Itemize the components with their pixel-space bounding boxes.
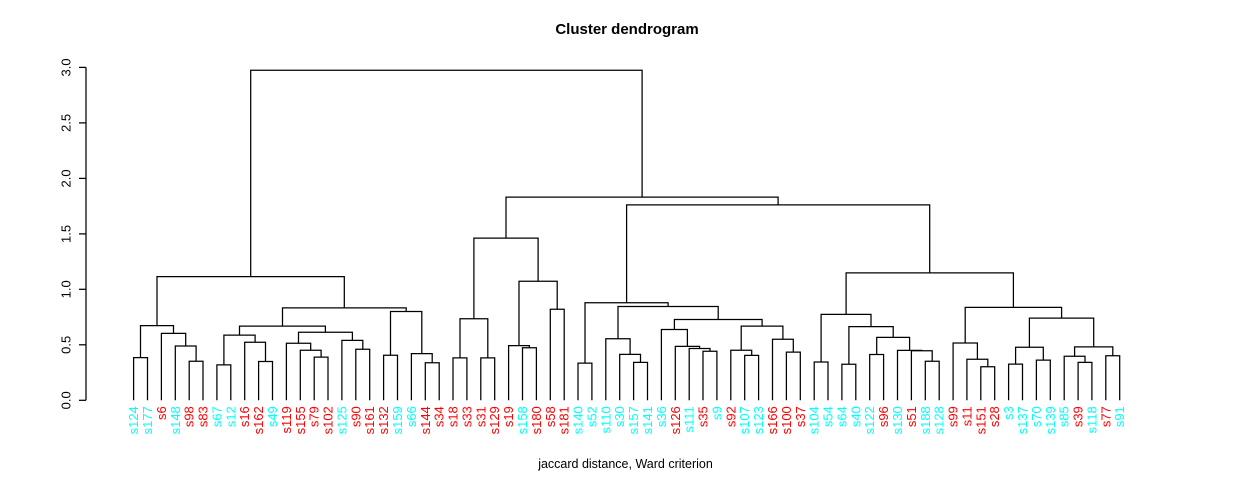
svg-text:s85: s85 (1057, 406, 1072, 427)
svg-text:s110: s110 (598, 406, 613, 433)
svg-text:s35: s35 (696, 406, 711, 427)
svg-text:s6: s6 (154, 406, 169, 420)
svg-text:s40: s40 (848, 406, 863, 427)
svg-text:s16: s16 (237, 406, 252, 427)
svg-text:s54: s54 (821, 406, 836, 427)
svg-text:s132: s132 (376, 406, 391, 434)
svg-text:s91: s91 (1112, 406, 1127, 427)
svg-text:s49: s49 (265, 406, 280, 427)
svg-text:s30: s30 (612, 406, 627, 427)
svg-text:s151: s151 (973, 406, 988, 434)
svg-text:s58: s58 (543, 406, 558, 427)
svg-text:s98: s98 (182, 406, 197, 427)
svg-text:s107: s107 (737, 406, 752, 434)
svg-text:0.0: 0.0 (59, 391, 74, 409)
svg-text:s37: s37 (793, 406, 808, 427)
svg-text:s19: s19 (501, 406, 516, 427)
svg-text:jaccard distance, Ward criteri: jaccard distance, Ward criterion (537, 457, 713, 471)
svg-text:1.5: 1.5 (59, 225, 74, 243)
svg-text:s90: s90 (348, 406, 363, 427)
svg-text:s141: s141 (640, 406, 655, 434)
svg-text:s144: s144 (418, 406, 433, 434)
svg-text:s125: s125 (334, 406, 349, 434)
svg-text:s31: s31 (473, 406, 488, 427)
svg-text:s66: s66 (404, 406, 419, 427)
svg-text:s64: s64 (834, 406, 849, 427)
svg-text:s161: s161 (362, 406, 377, 434)
svg-text:s11: s11 (959, 406, 974, 426)
svg-text:s124: s124 (126, 406, 141, 434)
svg-text:s12: s12 (223, 406, 238, 427)
svg-text:s52: s52 (584, 406, 599, 427)
svg-text:s28: s28 (987, 406, 1002, 427)
svg-text:s3: s3 (1001, 406, 1016, 420)
svg-text:s39: s39 (1071, 406, 1086, 427)
svg-text:Cluster dendrogram: Cluster dendrogram (555, 21, 698, 38)
svg-text:s155: s155 (293, 406, 308, 434)
svg-text:s100: s100 (779, 406, 794, 434)
svg-text:s18: s18 (446, 406, 461, 427)
svg-text:s180: s180 (529, 406, 544, 434)
svg-text:s122: s122 (862, 406, 877, 434)
svg-text:0.5: 0.5 (59, 336, 74, 354)
svg-text:s139: s139 (1043, 406, 1058, 434)
svg-text:s33: s33 (459, 406, 474, 427)
svg-text:s162: s162 (251, 406, 266, 434)
svg-text:s137: s137 (1015, 406, 1030, 434)
svg-text:s51: s51 (904, 406, 919, 427)
svg-text:s188: s188 (918, 406, 933, 434)
svg-text:s148: s148 (168, 406, 183, 434)
svg-text:s166: s166 (765, 406, 780, 434)
svg-text:s158: s158 (515, 406, 530, 434)
svg-text:s129: s129 (487, 406, 502, 434)
svg-text:s128: s128 (932, 406, 947, 434)
svg-text:s67: s67 (209, 406, 224, 427)
svg-text:s140: s140 (571, 406, 586, 434)
svg-text:s102: s102 (321, 406, 336, 434)
svg-text:3.0: 3.0 (59, 58, 74, 76)
svg-text:s123: s123 (751, 406, 766, 434)
svg-text:s77: s77 (1098, 406, 1113, 427)
svg-text:s130: s130 (890, 406, 905, 434)
svg-text:s70: s70 (1029, 406, 1044, 427)
svg-text:s36: s36 (654, 406, 669, 427)
svg-text:s177: s177 (140, 406, 155, 434)
svg-text:s9: s9 (709, 406, 724, 420)
svg-text:s83: s83 (196, 406, 211, 427)
svg-text:s157: s157 (626, 406, 641, 434)
svg-text:s111: s111 (682, 406, 697, 432)
svg-text:s92: s92 (723, 406, 738, 427)
svg-text:s181: s181 (557, 406, 572, 434)
svg-text:s104: s104 (807, 406, 822, 434)
svg-text:s34: s34 (432, 406, 447, 427)
svg-text:s118: s118 (1084, 406, 1099, 433)
svg-text:s119: s119 (279, 406, 294, 433)
svg-text:s99: s99 (946, 406, 961, 427)
svg-text:s79: s79 (307, 406, 322, 427)
svg-text:s159: s159 (390, 406, 405, 434)
svg-text:s96: s96 (876, 406, 891, 427)
svg-text:s126: s126 (668, 406, 683, 434)
svg-text:2.5: 2.5 (59, 114, 74, 132)
svg-text:1.0: 1.0 (59, 280, 74, 298)
svg-text:2.0: 2.0 (59, 169, 74, 187)
